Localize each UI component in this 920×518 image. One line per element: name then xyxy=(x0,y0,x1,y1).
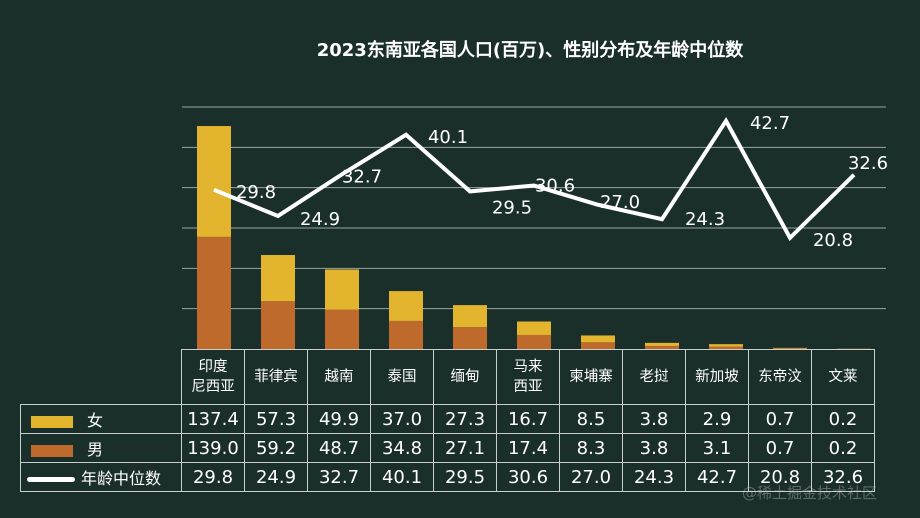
table-cell-age: 29.5 xyxy=(433,462,497,492)
bar-male xyxy=(261,301,295,349)
table-cell-female: 0.7 xyxy=(748,404,812,434)
bar-male xyxy=(325,309,359,349)
table-header-country: 柬埔寨 xyxy=(559,349,623,405)
table-cell-female: 137.4 xyxy=(181,404,245,434)
table-cell-male: 0.2 xyxy=(811,433,875,463)
bar-female xyxy=(709,344,743,347)
table-cell-male: 27.1 xyxy=(433,433,497,463)
bar-female xyxy=(645,342,679,346)
table-header-country: 老挝 xyxy=(622,349,686,405)
legend-label: 女 xyxy=(87,411,104,430)
table-cell-female: 49.9 xyxy=(307,404,371,434)
table-cell-age: 24.9 xyxy=(244,462,308,492)
age-data-label: 24.3 xyxy=(685,209,725,230)
legend-label: 年龄中位数 xyxy=(81,469,162,488)
table-header-country: 东帝汶 xyxy=(748,349,812,405)
table-cell-male: 59.2 xyxy=(244,433,308,463)
table-cell-age: 40.1 xyxy=(370,462,434,492)
legend-swatch xyxy=(27,477,75,482)
table-cell-age: 24.3 xyxy=(622,462,686,492)
legend-swatch xyxy=(31,415,73,428)
age-data-label: 32.7 xyxy=(342,166,382,187)
table-cell-age: 20.8 xyxy=(748,462,812,492)
age-data-label: 20.8 xyxy=(813,230,853,251)
bar-female xyxy=(581,335,615,343)
table-cell-age: 27.0 xyxy=(559,462,623,492)
table-cell-male: 8.3 xyxy=(559,433,623,463)
table-cell-male: 48.7 xyxy=(307,433,371,463)
age-data-label: 30.6 xyxy=(535,176,575,197)
bar-male xyxy=(645,345,679,349)
bar-female xyxy=(261,255,295,302)
bar-male xyxy=(389,320,423,349)
table-cell-female: 27.3 xyxy=(433,404,497,434)
legend-swatch xyxy=(31,444,73,457)
table-header-country: 马来 西亚 xyxy=(496,349,560,405)
age-data-label: 29.5 xyxy=(492,197,532,218)
bar-female xyxy=(197,126,231,237)
bar-female xyxy=(453,305,487,328)
table-corner xyxy=(20,349,182,405)
table-header-country: 泰国 xyxy=(370,349,434,405)
bar-male xyxy=(581,342,615,349)
age-line xyxy=(213,116,856,242)
table-cell-female: 3.8 xyxy=(622,404,686,434)
table-cell-age: 32.6 xyxy=(811,462,875,492)
table-cell-male: 34.8 xyxy=(370,433,434,463)
table-cell-female: 2.9 xyxy=(685,404,749,434)
table-cell-male: 0.7 xyxy=(748,433,812,463)
table-cell-male: 3.8 xyxy=(622,433,686,463)
table-header-country: 菲律宾 xyxy=(244,349,308,405)
age-data-label: 27.0 xyxy=(600,192,640,213)
table-cell-age: 29.8 xyxy=(181,462,245,492)
table-header-country: 缅甸 xyxy=(433,349,497,405)
age-data-label: 24.9 xyxy=(300,209,340,230)
bar-female xyxy=(517,321,551,335)
watermark: @稀土掘金技术社区 xyxy=(742,484,878,502)
table-cell-age: 42.7 xyxy=(685,462,749,492)
chart-title: 2023东南亚各国人口(百万)、性别分布及年龄中位数 xyxy=(316,40,744,61)
bar-male xyxy=(197,236,231,349)
bar-female xyxy=(773,347,807,349)
bar-female xyxy=(389,291,423,321)
table-cell-male: 139.0 xyxy=(181,433,245,463)
legend-label: 男 xyxy=(87,440,104,459)
table-cell-age: 30.6 xyxy=(496,462,560,492)
age-data-label: 42.7 xyxy=(750,113,790,134)
table-cell-female: 16.7 xyxy=(496,404,560,434)
table-cell-female: 8.5 xyxy=(559,404,623,434)
age-data-label: 40.1 xyxy=(428,127,468,148)
bar-male xyxy=(517,334,551,349)
table-cell-age: 32.7 xyxy=(307,462,371,492)
table-cell-female: 57.3 xyxy=(244,404,308,434)
bar-male xyxy=(773,348,807,349)
age-data-label: 32.6 xyxy=(848,153,888,174)
table-cell-female: 37.0 xyxy=(370,404,434,434)
table-cell-male: 17.4 xyxy=(496,433,560,463)
table-header-country: 印度 尼西亚 xyxy=(181,349,245,405)
data-table: 印度 尼西亚 菲律宾 越南 泰国 缅甸 马来 西亚 柬埔寨 老挝 新加坡 东帝汶 文莱女 137.4 57.… xyxy=(20,349,875,492)
table-cell-male: 3.1 xyxy=(685,433,749,463)
legend-male: 男 xyxy=(20,433,182,463)
bar-male xyxy=(453,327,487,349)
table-cell-female: 0.2 xyxy=(811,404,875,434)
table-header-country: 文莱 xyxy=(811,349,875,405)
table-header-country: 新加坡 xyxy=(685,349,749,405)
bar-male xyxy=(709,346,743,349)
legend-age: 年龄中位数 xyxy=(20,462,182,492)
age-data-label: 29.8 xyxy=(236,182,276,203)
legend-female: 女 xyxy=(20,404,182,434)
table-header-country: 越南 xyxy=(307,349,371,405)
bar-female xyxy=(325,269,359,310)
